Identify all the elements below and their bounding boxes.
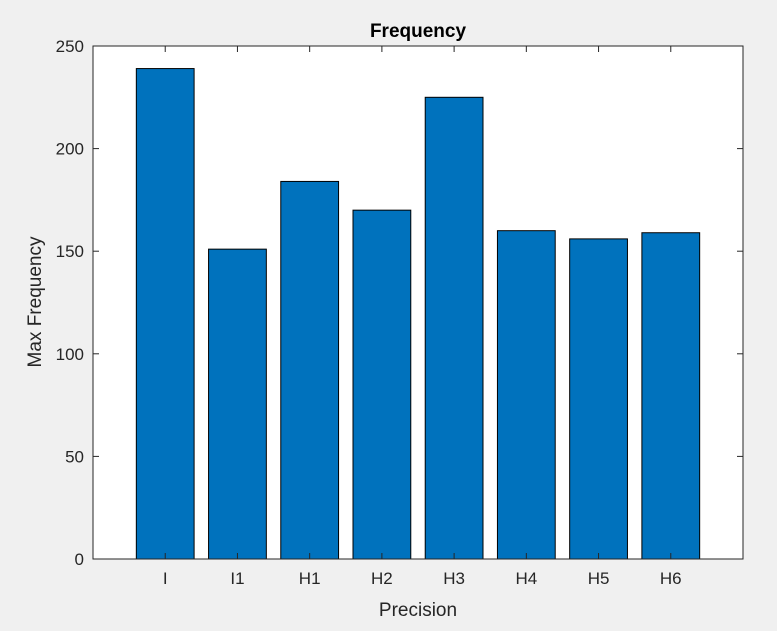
bars-group (135, 68, 701, 560)
bar-i1 (208, 248, 267, 560)
axes-box (92, 45, 744, 560)
x-tick-label: I (163, 569, 168, 588)
bar-h6 (641, 232, 701, 560)
x-tick-label: H6 (660, 569, 682, 588)
x-tick-label: H2 (371, 569, 393, 588)
x-tick-label: H4 (515, 569, 537, 588)
x-axis-label: Precision (379, 600, 457, 621)
x-tick-label: H1 (299, 569, 321, 588)
ticks-group: I I1 H1 H2 H3 H4 H5 H6 0 50 100 150 200 250 (56, 37, 743, 588)
bar-h2 (352, 209, 412, 560)
bar-h5 (569, 238, 628, 560)
y-tick-label: 0 (75, 550, 84, 569)
bar-i (135, 68, 195, 560)
bar-h4 (496, 230, 556, 560)
bar-h1 (280, 180, 340, 560)
chart-title: Frequency (370, 21, 467, 42)
plot-area (93, 46, 743, 559)
y-tick-label: 50 (65, 447, 84, 466)
y-tick-label: 150 (56, 242, 84, 261)
y-tick-label: 200 (56, 140, 84, 159)
y-tick-label: 250 (56, 37, 84, 56)
y-axis-label: Max Frequency (25, 236, 46, 367)
x-tick-label: I1 (230, 569, 244, 588)
x-tick-label: H3 (443, 569, 465, 588)
y-tick-label: 100 (56, 345, 84, 364)
bar-h3 (424, 96, 484, 560)
x-tick-label: H5 (588, 569, 610, 588)
